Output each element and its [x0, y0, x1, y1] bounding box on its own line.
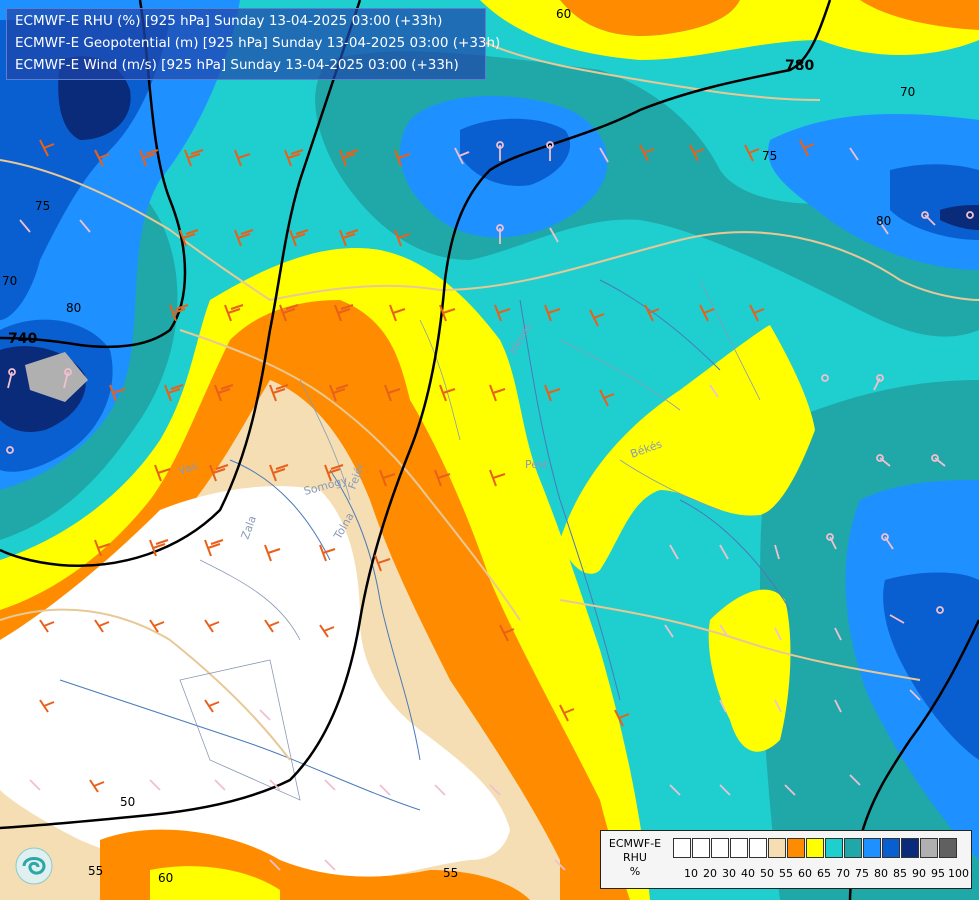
title-geopotential: ECMWF-E Geopotential (m) [925 hPa] Sunda… — [15, 35, 501, 51]
rh-95-area — [25, 352, 88, 402]
rh-85-area-southeast — [883, 572, 979, 760]
legend-swatch-70 — [825, 838, 843, 858]
legend-swatch-60 — [787, 838, 805, 858]
legend-swatch-30 — [711, 838, 729, 858]
contour-label-50: 50 — [120, 795, 135, 809]
rh-60-area-top — [560, 0, 740, 36]
legend-tick-55: 55 — [779, 867, 793, 880]
place-pest: Pest — [525, 458, 549, 471]
contour-label-75-right: 75 — [762, 149, 777, 163]
borders — [0, 39, 979, 761]
map-title-box: ECMWF-E RHU (%) [925 hPa] Sunday 13-04-2… — [6, 8, 500, 80]
contour-label-70-left: 70 — [2, 274, 17, 288]
legend-tick-80: 80 — [874, 867, 888, 880]
county-borders — [179, 279, 761, 801]
legend-variable: RHU — [623, 851, 647, 864]
legend-header: ECMWF-E RHU % — [601, 837, 669, 879]
legend-swatch-75 — [844, 838, 862, 858]
logo-icon — [15, 847, 53, 885]
legend-tick-40: 40 — [741, 867, 755, 880]
legend-swatch-90 — [901, 838, 919, 858]
contour-label-80-right: 80 — [876, 214, 891, 228]
legend-swatch-80 — [863, 838, 881, 858]
legend-tick-50: 50 — [760, 867, 774, 880]
legend-tick-100: 100 — [948, 867, 969, 880]
contour-label-80-left: 80 — [66, 301, 81, 315]
wind-barbs-orange — [39, 139, 815, 793]
rh-65-area-top — [480, 0, 979, 60]
rh-50-area — [0, 486, 510, 891]
legend-swatch-10 — [673, 838, 691, 858]
rh-65-area-east — [560, 325, 815, 574]
contour-label-780: 780 — [785, 58, 814, 74]
color-legend: ECMWF-E RHU % 10 20 30 40 50 55 60 65 70 75 80 85 90… — [600, 830, 972, 889]
legend-swatch-55 — [768, 838, 786, 858]
legend-tick-10: 10 — [684, 867, 698, 880]
legend-swatch-40 — [730, 838, 748, 858]
legend-swatch-50 — [749, 838, 767, 858]
rh-80-area-northeast — [768, 114, 979, 270]
legend-model: ECMWF-E — [608, 837, 662, 850]
legend-tick-20: 20 — [703, 867, 717, 880]
contour-label-60-bottom: 60 — [158, 871, 173, 885]
legend-swatch-20 — [692, 838, 710, 858]
legend-swatch-95 — [920, 838, 938, 858]
legend-tick-30: 30 — [722, 867, 736, 880]
contour-label-55-left: 55 — [88, 864, 103, 878]
legend-tick-70: 70 — [836, 867, 850, 880]
contour-label-70-right: 70 — [900, 85, 915, 99]
legend-tick-85: 85 — [893, 867, 907, 880]
rh-85-area-north — [460, 118, 571, 186]
legend-tick-65: 65 — [817, 867, 831, 880]
legend-swatch-65 — [806, 838, 824, 858]
legend-tick-95: 95 — [931, 867, 945, 880]
wind-barbs-pink — [6, 141, 974, 871]
legend-unit: % — [629, 865, 641, 878]
contour-label-55-bottom: 55 — [443, 866, 458, 880]
legend-swatch-100 — [939, 838, 957, 858]
contour-label-75-left: 75 — [35, 199, 50, 213]
legend-tick-75: 75 — [855, 867, 869, 880]
rh-65-area-southcentral — [708, 589, 791, 752]
rh-60-area-topright — [860, 0, 979, 30]
contour-label-60-top: 60 — [556, 7, 571, 21]
rh-65-area-bottom — [150, 866, 280, 900]
contour-label-740: 740 — [8, 331, 37, 347]
legend-tick-90: 90 — [912, 867, 926, 880]
legend-swatch-85 — [882, 838, 900, 858]
title-rhu: ECMWF-E RHU (%) [925 hPa] Sunday 13-04-2… — [15, 13, 443, 29]
title-wind: ECMWF-E Wind (m/s) [925 hPa] Sunday 13-0… — [15, 57, 459, 73]
rivers — [59, 279, 791, 811]
legend-tick-60: 60 — [798, 867, 812, 880]
place-vas: Vas — [177, 459, 200, 478]
